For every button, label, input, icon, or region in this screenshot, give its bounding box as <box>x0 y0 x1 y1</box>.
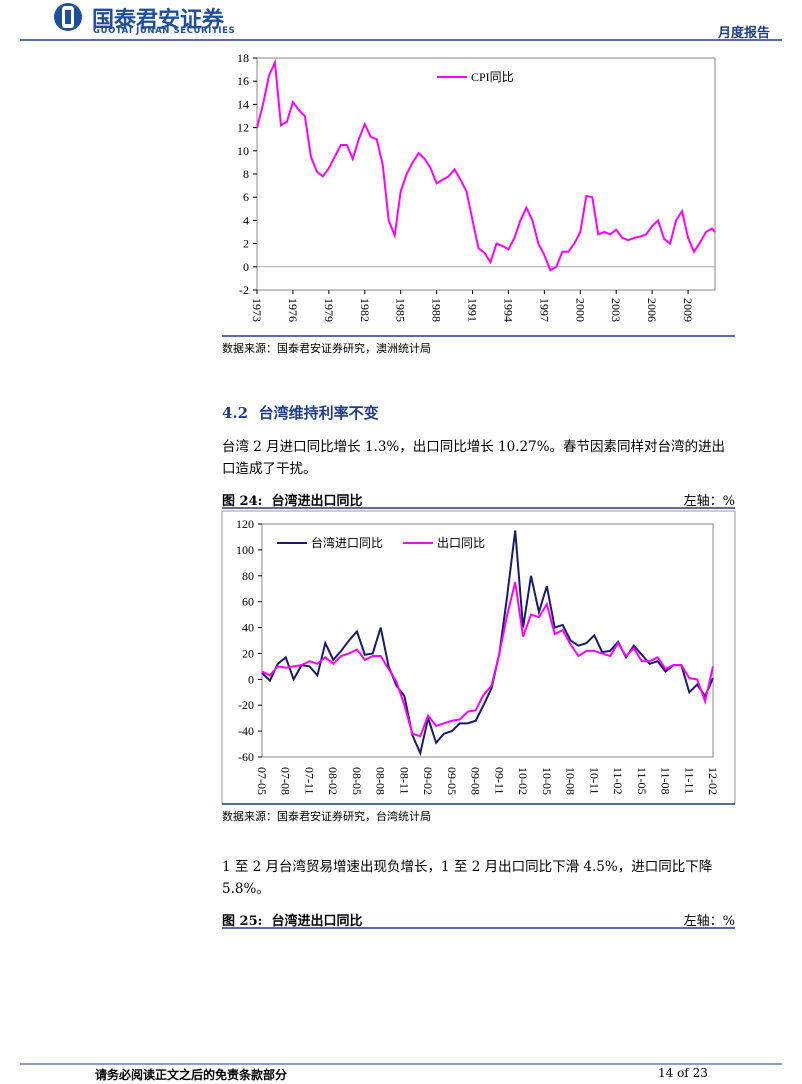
x-tick-label: 10-08 <box>564 767 578 795</box>
x-tick-label: 1976 <box>286 298 300 322</box>
y-tick-label: -2 <box>239 283 249 297</box>
x-tick-label: 08-11 <box>397 767 411 795</box>
y-tick-label: -40 <box>238 724 254 738</box>
x-tick-label: 2003 <box>609 298 623 322</box>
x-tick-label: 2009 <box>681 298 695 322</box>
y-tick-label: 10 <box>237 144 249 158</box>
y-tick-label: 0 <box>248 672 254 686</box>
y-tick-label: 2 <box>243 237 249 251</box>
paragraph: 台湾 2 月进口同比增长 1.3%，出口同比增长 10.27%。春节因素同样对台… <box>222 439 726 477</box>
x-tick-label: 2000 <box>573 298 587 322</box>
data-line <box>261 582 714 738</box>
figure-caption: 图 24: 台湾进出口同比 <box>222 490 363 509</box>
x-tick-label: 1973 <box>250 298 264 322</box>
y-tick-label: 8 <box>243 167 249 181</box>
disclaimer: 请务必阅读正文之后的免责条款部分 <box>95 1068 288 1082</box>
x-tick-label: 10-05 <box>540 767 554 795</box>
x-tick-label: 09-05 <box>445 767 459 795</box>
y-tick-label: 12 <box>237 121 249 135</box>
x-tick-label: 1985 <box>394 298 408 322</box>
x-tick-label: 11-05 <box>635 767 649 795</box>
y-tick-label: 18 <box>237 51 249 65</box>
data-line <box>261 530 714 757</box>
x-tick-label: 08-08 <box>374 767 388 795</box>
figure-caption: 图 25: 台湾进出口同比 <box>222 910 363 929</box>
x-tick-label: 2006 <box>645 298 659 322</box>
x-tick-label: 09-02 <box>421 767 435 795</box>
x-tick-label: 1994 <box>501 298 515 322</box>
figure-unit: 左轴：% <box>683 494 735 509</box>
x-tick-label: 08-02 <box>326 767 340 795</box>
x-tick-label: 09-11 <box>492 767 506 795</box>
section-title: 台湾维持利率不变 <box>258 404 379 422</box>
y-tick-label: 4 <box>243 213 249 227</box>
y-tick-label: 16 <box>237 74 249 88</box>
page-number: 14 of 23 <box>658 1066 708 1080</box>
plot-area <box>261 523 714 758</box>
x-tick-label: 1997 <box>537 298 551 322</box>
x-tick-label: 11-08 <box>659 767 673 795</box>
company-name-en: GUOTAI JUNAN SECURITIES <box>93 26 236 36</box>
x-tick-label: 10-11 <box>587 767 601 795</box>
section-heading: 4.2 台湾维持利率不变 <box>222 402 379 423</box>
x-tick-label: 09-08 <box>469 767 483 795</box>
y-tick-label: 0 <box>243 260 249 274</box>
logo <box>54 3 82 31</box>
x-tick-label: 12-02 <box>706 767 720 795</box>
x-tick-label: 10-02 <box>516 767 530 795</box>
x-tick-label: 1982 <box>358 298 372 322</box>
y-tick-label: 80 <box>242 569 254 583</box>
x-tick-label: 11-11 <box>682 767 696 794</box>
x-tick-label: 08-05 <box>350 767 364 795</box>
figure-title: 台湾进出口同比 <box>271 914 363 929</box>
y-tick-label: 40 <box>242 621 254 635</box>
figure-label: 图 24: <box>222 494 263 509</box>
figure-title: 台湾进出口同比 <box>271 494 363 509</box>
report-type: 月度报告 <box>717 26 770 41</box>
x-tick-label: 07-08 <box>279 767 293 795</box>
figure-label: 图 25: <box>222 914 263 929</box>
legend-label: 出口同比 <box>437 536 485 550</box>
section-number: 4.2 <box>222 404 249 422</box>
y-tick-label: 100 <box>236 543 254 557</box>
y-tick-label: 120 <box>236 517 254 531</box>
source: 数据来源：国泰君安证券研究，澳洲统计局 <box>222 342 431 355</box>
data-line <box>256 58 716 272</box>
company-name: 国泰君安证券 <box>92 8 225 33</box>
x-tick-label: 1979 <box>322 298 336 322</box>
y-tick-label: 14 <box>237 97 249 111</box>
figure-unit: 左轴：% <box>683 914 735 929</box>
legend-label: 台湾进口同比 <box>311 535 383 550</box>
x-tick-label: 07-05 <box>255 767 269 795</box>
x-tick-label: 1988 <box>430 298 444 322</box>
x-tick-label: 11-02 <box>611 767 625 795</box>
x-tick-label: 07-11 <box>302 767 316 795</box>
x-tick-label: 1991 <box>466 298 480 322</box>
y-tick-label: -60 <box>238 750 254 764</box>
y-tick-label: 6 <box>243 190 249 204</box>
legend-label: CPI同比 <box>471 70 514 84</box>
y-tick-label: 20 <box>242 646 254 660</box>
source: 数据来源：国泰君安证券研究，台湾统计局 <box>222 810 431 823</box>
paragraph: 1 至 2 月台湾贸易增速出现负增长，1 至 2 月出口同比下滑 4.5%，进口… <box>222 859 713 897</box>
y-tick-label: -20 <box>238 698 254 712</box>
y-tick-label: 60 <box>242 595 254 609</box>
